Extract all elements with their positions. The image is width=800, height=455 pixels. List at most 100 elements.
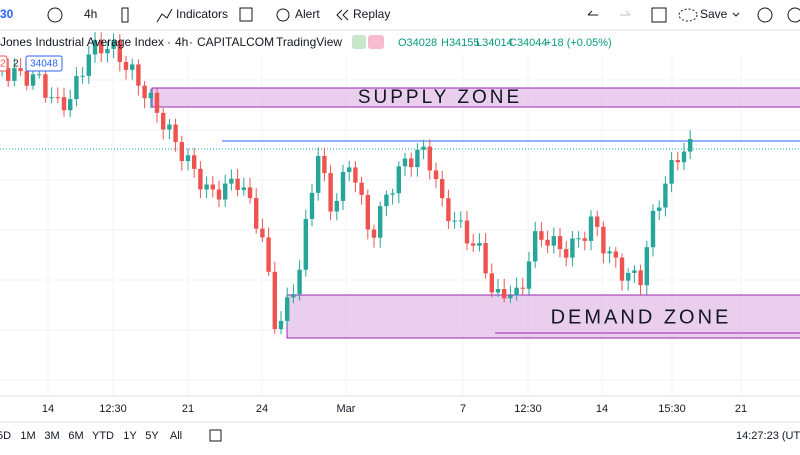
cloud-icon[interactable] [678, 8, 698, 22]
settings-icon[interactable] [757, 7, 773, 23]
candle-body [316, 155, 321, 193]
candle-body [285, 297, 290, 321]
legend-source: CAPITALCOM [197, 35, 274, 49]
range-button[interactable]: 1M [20, 430, 35, 442]
candle-body [105, 48, 110, 54]
candle-body [117, 40, 122, 62]
save-button[interactable]: Save [700, 7, 728, 21]
replay-icon[interactable] [336, 9, 349, 21]
time-label: 24 [256, 403, 268, 415]
candle-body [402, 158, 408, 167]
candle-body [154, 92, 160, 113]
chip-text: 2 [0, 59, 6, 70]
candle-body [334, 200, 339, 212]
candle-body [576, 238, 581, 240]
status-green[interactable] [352, 35, 366, 49]
candle-body [303, 218, 308, 270]
range-button[interactable]: 5D [0, 430, 11, 442]
candle-body [588, 216, 594, 241]
candle-body [570, 238, 575, 258]
supply-label: SUPPLY ZONE [358, 87, 522, 108]
candle-body [514, 287, 519, 296]
candle-body [365, 194, 370, 230]
interval[interactable]: 4h [84, 7, 97, 21]
candle-body [657, 207, 662, 211]
range-bar: 5D 1M 3M 6M YTD 1Y 5Y All [0, 430, 182, 442]
layouts-icon[interactable] [239, 7, 253, 22]
candle-body [291, 294, 296, 298]
range-button[interactable]: All [170, 430, 182, 442]
save-menu[interactable] [732, 12, 740, 17]
chip-text: 34048 [30, 59, 58, 70]
date-range-icon[interactable] [209, 429, 222, 442]
candle-body [582, 238, 587, 241]
status-red[interactable] [368, 35, 384, 49]
candle-body [328, 173, 333, 212]
range-button[interactable]: YTD [92, 430, 114, 442]
indicators-button[interactable]: Indicators [176, 7, 228, 21]
candles [0, 32, 693, 335]
range-button[interactable]: 6M [68, 430, 83, 442]
candle-body [198, 168, 203, 190]
candle-body [446, 198, 451, 222]
candle-body [396, 166, 401, 194]
range-button[interactable]: 5Y [145, 430, 159, 442]
alert-button[interactable]: Alert [295, 7, 320, 21]
legend-high: H34155 [441, 37, 480, 49]
chip[interactable] [25, 55, 63, 72]
redo-icon[interactable] [620, 10, 631, 16]
symbol[interactable]: 30 [0, 7, 14, 21]
candle-body [551, 236, 556, 246]
candle-body [632, 270, 637, 273]
candle-body [179, 142, 184, 162]
camera-icon[interactable] [787, 7, 800, 23]
candle-body [247, 187, 253, 199]
chip[interactable] [0, 55, 8, 72]
candle-body [173, 124, 178, 143]
candle-body [663, 183, 668, 208]
candle-body [409, 158, 414, 168]
candle-body [167, 124, 172, 130]
time-label: 12:30 [99, 403, 127, 415]
fullscreen-icon[interactable] [651, 7, 667, 23]
legend-name: Jones Industrial Average Index [0, 35, 164, 49]
legend-close: C34044 [509, 37, 548, 49]
time-label: 14 [596, 403, 608, 415]
add-symbol-icon[interactable] [47, 7, 63, 23]
undo-icon[interactable] [587, 10, 598, 16]
toolbar [0, 0, 800, 30]
candle-body [210, 184, 215, 190]
candle-body [185, 155, 191, 162]
candle-body [74, 76, 79, 100]
candle-body [353, 167, 358, 183]
replay-button[interactable]: Replay [353, 7, 390, 21]
candle-body [161, 112, 166, 130]
separator: · [167, 35, 171, 49]
chip-text: 2 [13, 59, 19, 70]
time-label: Mar [337, 403, 356, 415]
candle-body [18, 68, 23, 72]
candle-body [130, 64, 135, 70]
candle-body [384, 194, 389, 207]
range-button[interactable]: 3M [44, 430, 59, 442]
time-axis: 14 12:30 21 24 Mar 7 12:30 14 15:30 21 [42, 403, 747, 415]
candle-body [68, 99, 73, 111]
candle-body [49, 97, 54, 99]
candle-body [495, 289, 501, 293]
candle-body [254, 198, 259, 229]
candle-body [533, 231, 538, 262]
time-label: 21 [735, 403, 747, 415]
candle-body [192, 155, 197, 169]
range-button[interactable]: 1Y [123, 430, 137, 442]
alert-icon[interactable] [276, 8, 290, 22]
candle-body [37, 74, 42, 76]
candle-body [675, 160, 680, 163]
candle-body [229, 178, 234, 184]
chart-type-icon[interactable] [121, 7, 129, 23]
candle-body [30, 74, 36, 86]
candle-body [297, 269, 302, 295]
candle-body [644, 247, 649, 286]
legend-platform: TradingView [276, 35, 342, 49]
indicators-icon[interactable] [156, 8, 173, 23]
